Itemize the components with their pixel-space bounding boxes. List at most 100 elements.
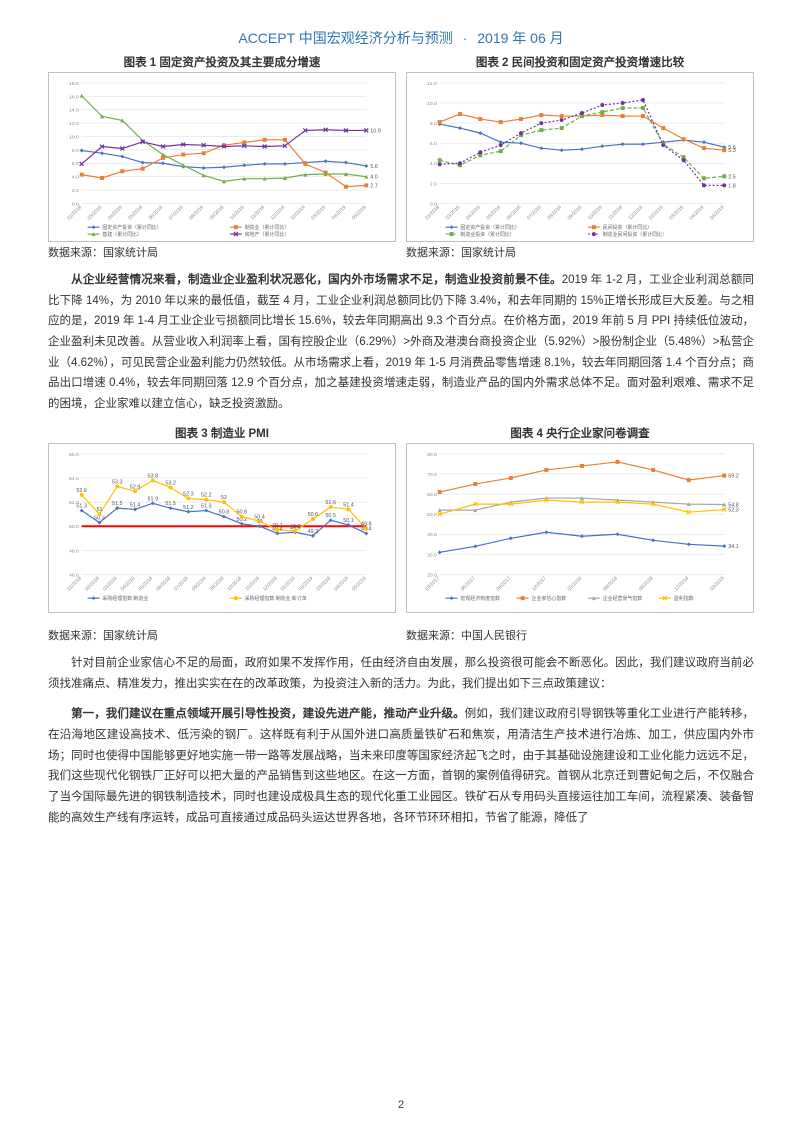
svg-text:05/2019: 05/2019 [709,204,726,221]
svg-text:51.3: 51.3 [76,503,87,509]
svg-text:4.0: 4.0 [430,161,437,167]
paragraph-3: 第一，我们建议在重点领域开展引导性投资，建设先进产能，推动产业升级。例如，我们建… [48,704,754,828]
svg-text:51.3: 51.3 [201,503,212,509]
svg-text:30.0: 30.0 [427,552,437,558]
svg-text:48.0: 48.0 [69,548,79,554]
svg-text:51.6: 51.6 [325,500,336,506]
svg-text:49.7: 49.7 [272,523,283,529]
paragraph-1: 从企业经营情况来看，制造业企业盈利状况恶化，国内外市场需求不足，制造业投资前景不… [48,270,754,415]
svg-text:05/2018: 05/2018 [127,204,144,221]
svg-text:69.2: 69.2 [728,473,739,479]
svg-text:1.8: 1.8 [728,183,736,189]
svg-text:34.1: 34.1 [728,544,739,550]
svg-text:基建（累计同比）: 基建（累计同比） [102,231,141,238]
svg-text:06/2018: 06/2018 [148,204,165,221]
svg-text:80.0: 80.0 [427,452,437,458]
svg-text:企业经营景气指数: 企业经营景气指数 [603,595,643,602]
svg-text:07/2018: 07/2018 [168,204,185,221]
svg-text:03/2019: 03/2019 [315,575,332,592]
chart1-column: 图表 1 固定资产投资及其主要成分增速 0.02.04.06.08.010.01… [48,54,396,260]
chart4-title: 图表 4 央行企业家问卷调查 [406,425,754,441]
svg-text:2.5: 2.5 [728,174,736,180]
svg-text:50.0: 50.0 [427,512,437,518]
svg-text:4.0: 4.0 [72,175,79,181]
chart2-box: 0.02.04.06.08.010.012.002/201803/201804/… [406,72,754,242]
svg-text:03/2018: 03/2018 [102,575,119,592]
svg-text:12.0: 12.0 [427,81,437,87]
chart1-source: 数据来源：国家统计局 [48,244,396,260]
svg-text:盈利指数: 盈利指数 [674,595,694,602]
svg-text:10.9: 10.9 [370,128,381,134]
svg-text:03/2018: 03/2018 [445,204,462,221]
svg-text:03/2019: 03/2019 [310,204,327,221]
svg-text:08/2018: 08/2018 [191,575,208,592]
svg-text:10/2018: 10/2018 [587,204,604,221]
svg-text:11/2018: 11/2018 [607,204,624,221]
svg-text:07/2018: 07/2018 [173,575,190,592]
svg-text:52.6: 52.6 [76,488,87,494]
svg-text:05/2019: 05/2019 [351,204,368,221]
paragraph-3-body: 例如，我们建议政府引导钢铁等重化工业进行产能转移，在沿海地区建设高技术、低污染的… [48,708,754,823]
svg-text:06/2018: 06/2018 [506,204,523,221]
svg-text:05/2019: 05/2019 [351,575,368,592]
svg-text:10/2018: 10/2018 [226,575,243,592]
svg-text:14.0: 14.0 [69,108,79,114]
svg-text:06/2017: 06/2017 [460,575,477,592]
svg-text:12/2018: 12/2018 [673,575,690,592]
chart1-title: 图表 1 固定资产投资及其主要成分增速 [48,54,396,70]
svg-text:06/2018: 06/2018 [602,575,619,592]
chart3-title: 图表 3 制造业 PMI [48,425,396,441]
svg-text:采购经理指数:制造业: 采购经理指数:制造业 [102,595,148,602]
svg-text:52: 52 [221,495,227,501]
svg-text:6.0: 6.0 [72,161,79,167]
svg-text:53.3: 53.3 [112,479,123,485]
svg-text:2.0: 2.0 [430,181,437,187]
svg-text:8.0: 8.0 [72,148,79,154]
chart2-column: 图表 2 民间投资和固定资产投资增速比较 0.02.04.06.08.010.0… [406,54,754,260]
svg-text:6.0: 6.0 [430,141,437,147]
chart-row-1: 图表 1 固定资产投资及其主要成分增速 0.02.04.06.08.010.01… [48,54,754,260]
svg-text:04/2018: 04/2018 [107,204,124,221]
svg-text:04/2019: 04/2019 [688,204,705,221]
svg-text:5.6: 5.6 [370,164,378,170]
svg-text:固定资产投资（累计同比）: 固定资产投资（累计同比） [102,224,161,231]
svg-text:固定资产投资（累计同比）: 固定资产投资（累计同比） [460,224,519,231]
svg-text:09/2018: 09/2018 [209,575,226,592]
svg-text:50.6: 50.6 [308,512,319,518]
svg-text:采购经理指数:制造业:新订单: 采购经理指数:制造业:新订单 [245,595,307,602]
svg-text:51.5: 51.5 [165,501,176,507]
chart4-box: 20.030.040.050.060.070.080.003/201706/20… [406,443,754,613]
header-left: ACCEPT 中国宏观经济分析与预测 [238,30,452,46]
svg-text:52.2: 52.2 [201,493,212,499]
svg-text:52.3: 52.3 [183,491,194,497]
svg-text:04/2019: 04/2019 [333,575,350,592]
svg-text:2.7: 2.7 [370,183,378,189]
svg-text:50.5: 50.5 [325,513,336,519]
chart3-column: 图表 3 制造业 PMI 46.048.050.052.054.056.001/… [48,425,396,643]
chart1-box: 0.02.04.06.08.010.012.014.016.018.002/20… [48,72,396,242]
svg-text:51: 51 [96,507,102,513]
svg-text:09/2018: 09/2018 [209,204,226,221]
svg-text:50.4: 50.4 [254,514,265,520]
chart3-box: 46.048.050.052.054.056.001/201802/201803… [48,443,396,613]
svg-text:11/2018: 11/2018 [249,204,266,221]
svg-text:03/2019: 03/2019 [668,204,685,221]
svg-text:50.8: 50.8 [236,509,247,515]
svg-text:04/2019: 04/2019 [330,204,347,221]
svg-text:04/2018: 04/2018 [120,575,137,592]
svg-text:03/2018: 03/2018 [87,204,104,221]
svg-text:10.0: 10.0 [69,134,79,140]
svg-text:06/2018: 06/2018 [155,575,172,592]
paragraph-3-lead: 第一，我们建议在重点领域开展引导性投资，建设先进产能，推动产业升级。 [71,708,465,720]
page-number: 2 [0,1099,802,1111]
svg-text:07/2018: 07/2018 [526,204,543,221]
paragraph-2: 针对目前企业家信心不足的局面，政府如果不发挥作用，任由经济自由发展，那么投资很可… [48,653,754,694]
svg-text:12/2018: 12/2018 [270,204,287,221]
svg-text:08/2018: 08/2018 [188,204,205,221]
svg-text:12/2018: 12/2018 [628,204,645,221]
chart4-column: 图表 4 央行企业家问卷调查 20.030.040.050.060.070.08… [406,425,754,643]
svg-text:05/2018: 05/2018 [485,204,502,221]
svg-text:5.3: 5.3 [728,148,736,154]
svg-text:09/2018: 09/2018 [638,575,655,592]
svg-text:企业家信心指数: 企业家信心指数 [532,595,567,602]
